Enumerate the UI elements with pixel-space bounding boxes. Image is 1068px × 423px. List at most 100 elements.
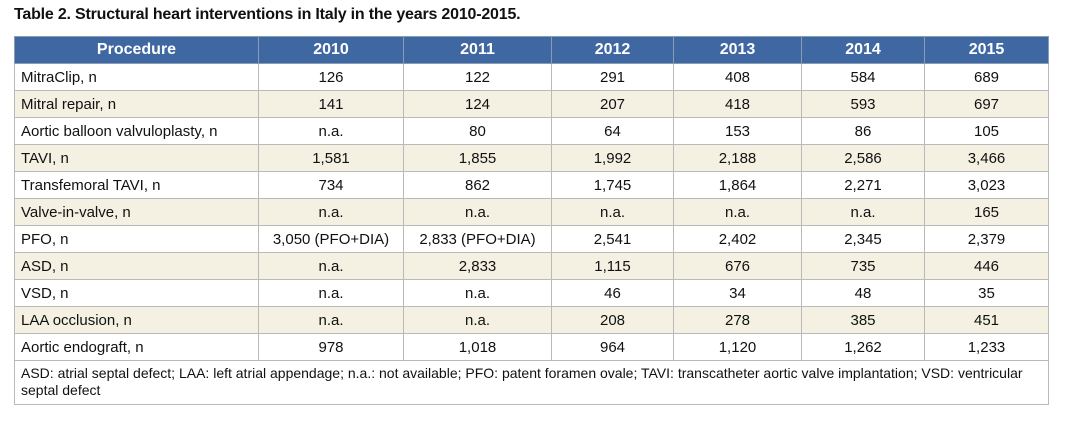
table-row: LAA occlusion, n n.a. n.a. 208 278 385 451 (14, 306, 1049, 334)
cell: 2,345 (801, 225, 925, 253)
cell: 735 (801, 252, 925, 280)
table-row: Aortic endograft, n 978 1,018 964 1,120 1,262… (14, 333, 1049, 361)
cell: 689 (924, 63, 1049, 91)
cell: 278 (673, 306, 802, 334)
cell: 105 (924, 117, 1049, 145)
cell: 3,050 (PFO+DIA) (258, 225, 404, 253)
cell: 153 (673, 117, 802, 145)
footnote: ASD: atrial septal defect; LAA: left atr… (14, 360, 1049, 405)
procedure-cell: MitraClip, n (14, 63, 259, 91)
column-header: 2011 (403, 36, 552, 64)
cell: 207 (551, 90, 674, 118)
cell: 124 (403, 90, 552, 118)
cell: 46 (551, 279, 674, 307)
cell: 964 (551, 333, 674, 361)
cell: 2,402 (673, 225, 802, 253)
cell: 1,992 (551, 144, 674, 172)
cell: 2,188 (673, 144, 802, 172)
procedure-cell: LAA occlusion, n (14, 306, 259, 334)
procedure-cell: ASD, n (14, 252, 259, 280)
table-row: PFO, n 3,050 (PFO+DIA) 2,833 (PFO+DIA) 2,54… (14, 225, 1049, 253)
cell: 208 (551, 306, 674, 334)
table-title: Table 2. Structural heart interventions … (14, 6, 521, 23)
cell: n.a. (258, 198, 404, 226)
cell: 593 (801, 90, 925, 118)
cell: 1,115 (551, 252, 674, 280)
cell: n.a. (258, 279, 404, 307)
cell: 291 (551, 63, 674, 91)
cell: 385 (801, 306, 925, 334)
cell: 584 (801, 63, 925, 91)
procedure-cell: Aortic balloon valvuloplasty, n (14, 117, 259, 145)
cell: 1,120 (673, 333, 802, 361)
cell: 1,745 (551, 171, 674, 199)
cell: 34 (673, 279, 802, 307)
cell: 697 (924, 90, 1049, 118)
table-body: MitraClip, n 126 122 291 408 584 689 Mitral rep… (14, 63, 1049, 405)
cell: 1,233 (924, 333, 1049, 361)
column-header: 2012 (551, 36, 674, 64)
column-header: 2014 (801, 36, 925, 64)
cell: 408 (673, 63, 802, 91)
header-row: Procedure 2010 2011 2012 2013 2014 2015 (14, 36, 1049, 64)
cell: 2,541 (551, 225, 674, 253)
table-row: Mitral repair, n 141 124 207 418 593 697 (14, 90, 1049, 118)
cell: n.a. (403, 198, 552, 226)
cell: 80 (403, 117, 552, 145)
cell: 1,855 (403, 144, 552, 172)
cell: 48 (801, 279, 925, 307)
cell: 1,262 (801, 333, 925, 361)
table-row: Aortic balloon valvuloplasty, n n.a. 80 64 1… (14, 117, 1049, 145)
cell: 2,271 (801, 171, 925, 199)
table-row: VSD, n n.a. n.a. 46 34 48 35 (14, 279, 1049, 307)
procedure-cell: Valve-in-valve, n (14, 198, 259, 226)
procedure-cell: Aortic endograft, n (14, 333, 259, 361)
column-header: Procedure (14, 36, 259, 64)
cell: 3,023 (924, 171, 1049, 199)
table-row: Transfemoral TAVI, n 734 862 1,745 1,864 2,27… (14, 171, 1049, 199)
cell: n.a. (403, 279, 552, 307)
cell: 141 (258, 90, 404, 118)
cell: 451 (924, 306, 1049, 334)
cell: n.a. (403, 306, 552, 334)
cell: n.a. (258, 117, 404, 145)
data-table: Procedure 2010 2011 2012 2013 2014 2015 MitraC… (14, 36, 1049, 405)
cell: 35 (924, 279, 1049, 307)
footnote-row: ASD: atrial septal defect; LAA: left atr… (14, 360, 1049, 405)
cell: n.a. (258, 252, 404, 280)
cell: 64 (551, 117, 674, 145)
cell: 446 (924, 252, 1049, 280)
column-header: 2015 (924, 36, 1049, 64)
cell: 122 (403, 63, 552, 91)
procedure-cell: VSD, n (14, 279, 259, 307)
cell: 1,864 (673, 171, 802, 199)
cell: 2,586 (801, 144, 925, 172)
cell: n.a. (801, 198, 925, 226)
cell: 676 (673, 252, 802, 280)
cell: 1,581 (258, 144, 404, 172)
procedure-cell: TAVI, n (14, 144, 259, 172)
table-row: MitraClip, n 126 122 291 408 584 689 (14, 63, 1049, 91)
cell: 862 (403, 171, 552, 199)
cell: 418 (673, 90, 802, 118)
column-header: 2010 (258, 36, 404, 64)
cell: n.a. (673, 198, 802, 226)
cell: 3,466 (924, 144, 1049, 172)
table-row: Valve-in-valve, n n.a. n.a. n.a. n.a. n.a. 165 (14, 198, 1049, 226)
procedure-cell: PFO, n (14, 225, 259, 253)
cell: 978 (258, 333, 404, 361)
cell: 2,833 (PFO+DIA) (403, 225, 552, 253)
table-row: TAVI, n 1,581 1,855 1,992 2,188 2,586 3,466 (14, 144, 1049, 172)
procedure-cell: Mitral repair, n (14, 90, 259, 118)
cell: 734 (258, 171, 404, 199)
procedure-cell: Transfemoral TAVI, n (14, 171, 259, 199)
cell: 1,018 (403, 333, 552, 361)
cell: n.a. (258, 306, 404, 334)
cell: 2,379 (924, 225, 1049, 253)
cell: 86 (801, 117, 925, 145)
cell: n.a. (551, 198, 674, 226)
cell: 2,833 (403, 252, 552, 280)
cell: 126 (258, 63, 404, 91)
column-header: 2013 (673, 36, 802, 64)
